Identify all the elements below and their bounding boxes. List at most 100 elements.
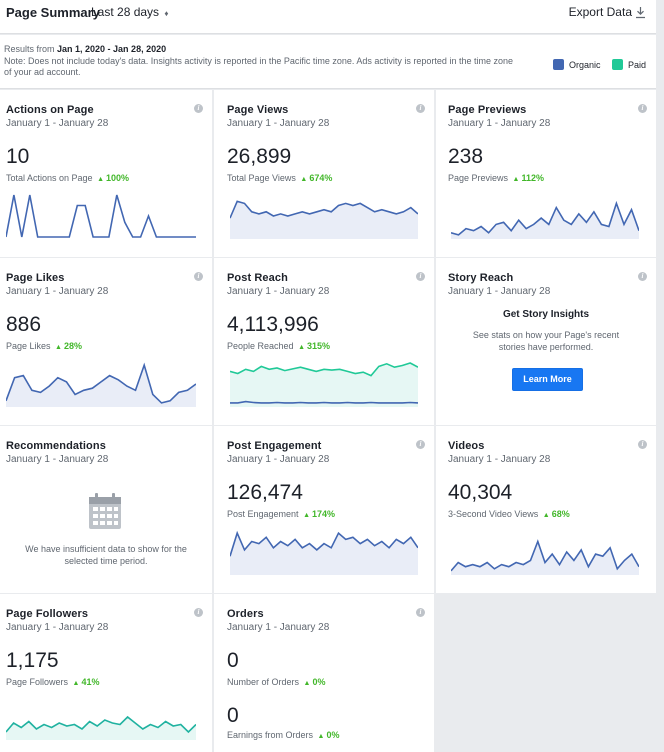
card-date-range: January 1 - January 28 — [6, 118, 109, 129]
card-change: 174% — [303, 509, 335, 519]
card-title: Actions on Page — [6, 104, 94, 116]
card-value: 126,474 — [227, 481, 303, 504]
card-title: Post Reach — [227, 272, 288, 284]
card-change: 674% — [300, 173, 332, 183]
card-change: 100% — [97, 173, 129, 183]
info-icon[interactable]: i — [638, 272, 647, 281]
page-followers-sparkline — [6, 715, 196, 740]
card-value: 40,304 — [448, 481, 513, 504]
legend-paid-label: Paid — [628, 59, 647, 70]
card-metric-label: Post Engagement — [227, 509, 299, 519]
info-icon[interactable]: i — [638, 440, 647, 449]
card-change: 0% — [304, 677, 326, 687]
card-date-range: January 1 - January 28 — [6, 622, 109, 633]
card-change: 0% — [318, 730, 340, 740]
page-views-card[interactable]: Page Views January 1 - January 28 i 26,8… — [214, 90, 434, 257]
calendar-icon — [89, 493, 121, 529]
info-icon[interactable]: i — [416, 440, 425, 449]
card-title: Page Previews — [448, 104, 527, 116]
card-title: Post Engagement — [227, 440, 322, 452]
card-title: Videos — [448, 440, 485, 452]
sparkline-line — [230, 530, 418, 557]
paid-line — [230, 362, 418, 377]
paid-swatch — [612, 59, 623, 70]
results-range-text: Results from Jan 1, 2020 - Jan 28, 2020 — [4, 44, 166, 54]
results-range: Jan 1, 2020 - Jan 28, 2020 — [57, 44, 167, 54]
info-icon[interactable]: i — [416, 272, 425, 281]
info-icon[interactable]: i — [416, 104, 425, 113]
card-value: 1,175 — [6, 649, 59, 672]
orders-card[interactable]: Orders January 1 - January 28 i 0 Number… — [214, 594, 434, 752]
export-data-button[interactable]: Export Data — [569, 5, 646, 19]
paid-area — [230, 363, 418, 407]
card-title: Recommendations — [6, 440, 106, 452]
card-subtitle: People Reached 315% — [227, 341, 330, 351]
sparkline-line — [230, 200, 418, 219]
card-change: 112% — [513, 173, 544, 183]
actions-on-page-card[interactable]: Actions on Page January 1 - January 28 i… — [0, 90, 212, 257]
export-data-label: Export Data — [568, 5, 632, 19]
insufficient-data-message: We have insufficient data to show for th… — [25, 544, 187, 566]
recommendations-card[interactable]: Recommendations January 1 - January 28 W… — [0, 426, 212, 593]
date-range-dropdown[interactable]: Last 28 days ♦ — [91, 5, 168, 19]
card-metric-label: Number of Orders — [227, 677, 300, 687]
legend-organic-label: Organic — [569, 59, 601, 70]
story-reach-card[interactable]: Story Reach January 1 - January 28 i Get… — [436, 258, 656, 425]
page-summary-title: Page Summary — [6, 5, 100, 20]
videos-sparkline — [451, 539, 639, 575]
info-icon[interactable]: i — [416, 608, 425, 617]
page-views-sparkline — [230, 200, 418, 239]
card-date-range: January 1 - January 28 — [6, 454, 109, 465]
results-prefix: Results from — [4, 44, 58, 54]
card-change: 315% — [298, 341, 330, 351]
card-metric-label: 3-Second Video Views — [448, 509, 539, 519]
story-insights-heading: Get Story Insights — [502, 309, 590, 320]
card-title: Page Likes — [6, 272, 65, 284]
page-followers-card[interactable]: Page Followers January 1 - January 28 i … — [0, 594, 212, 752]
card-value: 4,113,996 — [227, 313, 319, 336]
story-insights-description: See stats on how your Page's recent stor… — [472, 330, 620, 352]
card-date-range: January 1 - January 28 — [227, 286, 330, 297]
card-title: Story Reach — [448, 272, 514, 284]
page-previews-card[interactable]: Page Previews January 1 - January 28 i 2… — [436, 90, 656, 257]
info-icon[interactable]: i — [194, 608, 203, 617]
download-icon — [636, 7, 645, 19]
sparkline-line — [6, 194, 196, 238]
sparkline-area — [230, 201, 418, 239]
sparkline-line — [6, 362, 196, 404]
card-date-range: January 1 - January 28 — [448, 286, 551, 297]
info-icon[interactable]: i — [194, 104, 203, 113]
info-icon[interactable]: i — [638, 104, 647, 113]
card-value: 238 — [448, 145, 484, 168]
card-metric-label: Page Previews — [448, 173, 509, 183]
card-metric-label: Earnings from Orders — [227, 730, 314, 740]
card-value: 886 — [6, 313, 42, 336]
card-value: 26,899 — [227, 145, 292, 168]
card-metric-label: Page Followers — [6, 677, 69, 687]
card-date-range: January 1 - January 28 — [448, 118, 551, 129]
legend-organic: Organic — [553, 59, 601, 70]
actions-sparkline — [6, 194, 196, 238]
card-subtitle: Page Followers 41% — [6, 677, 100, 687]
orders-earnings-subtitle: Earnings from Orders 0% — [227, 730, 340, 740]
page-previews-sparkline — [451, 200, 639, 239]
post-reach-chart — [230, 362, 418, 407]
info-icon[interactable]: i — [194, 272, 203, 281]
info-bar: Results from Jan 1, 2020 - Jan 28, 2020 … — [0, 35, 656, 89]
sparkline-area — [6, 365, 196, 407]
learn-more-button[interactable]: Learn More — [512, 368, 583, 391]
videos-card[interactable]: Videos January 1 - January 28 i 40,304 3… — [436, 426, 656, 593]
post-engagement-card[interactable]: Post Engagement January 1 - January 28 i… — [214, 426, 434, 593]
card-change: 28% — [55, 341, 82, 351]
card-date-range: January 1 - January 28 — [227, 622, 330, 633]
dropdown-caret-icon: ♦ — [164, 9, 169, 18]
card-title: Page Followers — [6, 608, 89, 620]
card-date-range: January 1 - January 28 — [6, 286, 109, 297]
sparkline-area — [6, 717, 196, 740]
page-likes-card[interactable]: Page Likes January 1 - January 28 i 886 … — [0, 258, 212, 425]
card-value: 10 — [6, 145, 30, 168]
card-subtitle: Total Actions on Page 100% — [6, 173, 129, 183]
top-bar: Page Summary Last 28 days ♦ Export Data — [0, 0, 656, 34]
card-date-range: January 1 - January 28 — [227, 118, 330, 129]
post-reach-card[interactable]: Post Reach January 1 - January 28 i 4,11… — [214, 258, 434, 425]
